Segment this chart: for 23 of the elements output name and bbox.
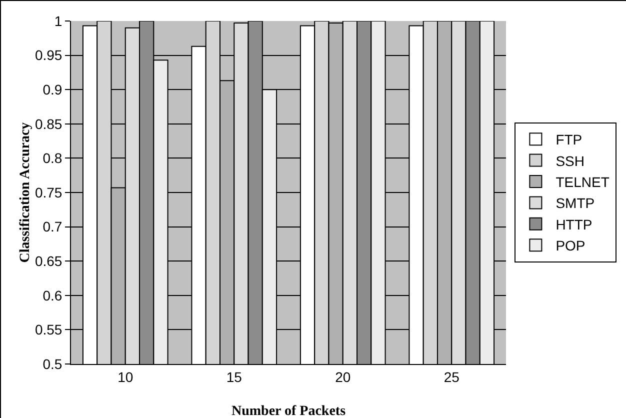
y-tick-label: 1 (54, 12, 62, 29)
y-axis-title: Classification Accuracy (18, 122, 33, 263)
y-tick-label: 0.75 (34, 184, 62, 200)
y-tick-label: 0.65 (34, 253, 62, 269)
x-axis-title: Number of Packets (231, 404, 346, 418)
y-tick-label: 0.5 (42, 356, 62, 372)
y-tick-label: 0.8 (42, 150, 62, 166)
legend-label: POP (556, 238, 586, 254)
legend-label: SSH (556, 152, 584, 169)
x-tick-label: 25 (444, 368, 460, 385)
x-tick-label: 20 (335, 368, 351, 385)
y-tick-label: 0.95 (34, 47, 62, 64)
legend-label: HTTP (556, 216, 592, 232)
y-tick-label: 0.6 (42, 287, 62, 304)
legend-label: SMTP (556, 195, 595, 212)
x-tick-label: 10 (118, 368, 134, 385)
y-tick-label: 0.9 (42, 82, 62, 98)
x-tick-label: 15 (226, 368, 242, 385)
y-tick-label: 0.85 (34, 116, 62, 132)
y-tick-label: 0.55 (34, 322, 62, 338)
legend-label: TELNET (556, 174, 610, 190)
y-tick-label: 0.7 (42, 218, 62, 235)
legend-label: FTP (556, 132, 582, 148)
